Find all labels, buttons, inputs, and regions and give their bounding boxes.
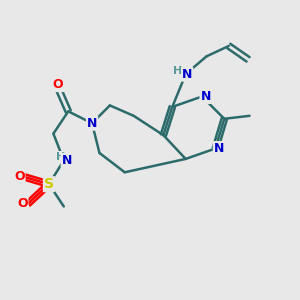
Text: H: H — [56, 152, 65, 162]
Text: N: N — [182, 68, 192, 81]
Text: O: O — [17, 197, 28, 210]
Text: N: N — [61, 154, 72, 167]
Text: H: H — [173, 66, 182, 76]
Text: N: N — [214, 142, 224, 155]
Text: O: O — [14, 170, 25, 183]
Text: O: O — [52, 78, 63, 91]
Text: N: N — [87, 117, 97, 130]
Text: S: S — [44, 177, 54, 191]
Text: N: N — [200, 90, 211, 103]
